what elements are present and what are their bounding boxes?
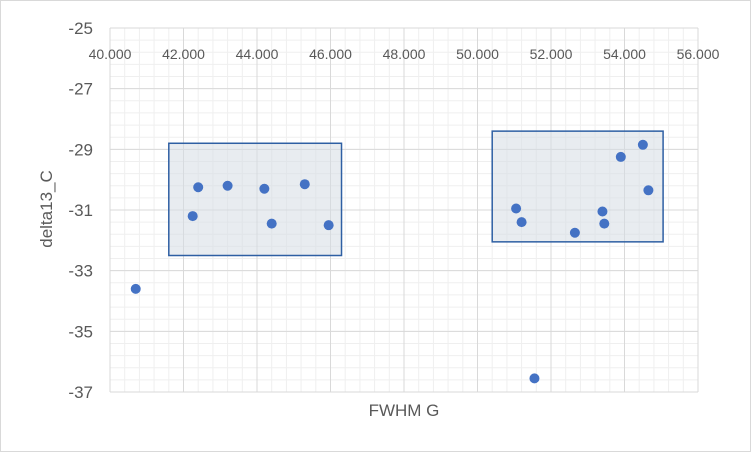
data-point	[187, 211, 198, 222]
y-tick-label: -27	[68, 80, 93, 99]
data-point	[516, 217, 527, 228]
data-point	[130, 283, 141, 294]
data-points	[130, 139, 654, 384]
x-tick-label: 44.000	[236, 46, 279, 62]
data-point	[299, 179, 310, 190]
y-tick-label: -31	[68, 201, 93, 220]
data-point	[323, 220, 334, 231]
data-point	[637, 139, 648, 150]
y-tick-label: -25	[68, 19, 93, 38]
data-point	[259, 183, 270, 194]
x-tick-label: 56.000	[677, 46, 720, 62]
data-point	[599, 218, 610, 229]
annotation-boxes	[168, 130, 664, 257]
x-tick-label: 52.000	[530, 46, 573, 62]
data-point	[529, 373, 540, 384]
data-point	[266, 218, 277, 229]
data-point	[643, 185, 654, 196]
y-tick-label: -35	[68, 322, 93, 341]
x-tick-label: 48.000	[383, 46, 426, 62]
annotation-box-1	[168, 142, 343, 257]
x-tick-label: 54.000	[603, 46, 646, 62]
data-point	[193, 182, 204, 193]
data-point	[597, 206, 608, 217]
y-tick-label: -29	[68, 140, 93, 159]
data-point	[615, 151, 626, 162]
x-tick-label: 50.000	[456, 46, 499, 62]
x-tick-label: 46.000	[309, 46, 352, 62]
x-tick-label: 42.000	[162, 46, 205, 62]
x-axis-tick-labels: 40.000 42.000 44.000 46.000 48.000 50.000 52.0…	[89, 46, 720, 62]
y-tick-label: -33	[68, 262, 93, 281]
y-axis-tick-labels: -25 -27 -29 -31 -33 -35 -37	[68, 19, 93, 402]
y-axis-label: delta13_C	[37, 170, 56, 248]
y-tick-label: -37	[68, 383, 93, 402]
data-point	[511, 203, 522, 214]
x-tick-label: 40.000	[89, 46, 132, 62]
data-point	[222, 180, 233, 191]
data-point	[569, 227, 580, 238]
x-axis-label: FWHM G	[369, 401, 440, 420]
